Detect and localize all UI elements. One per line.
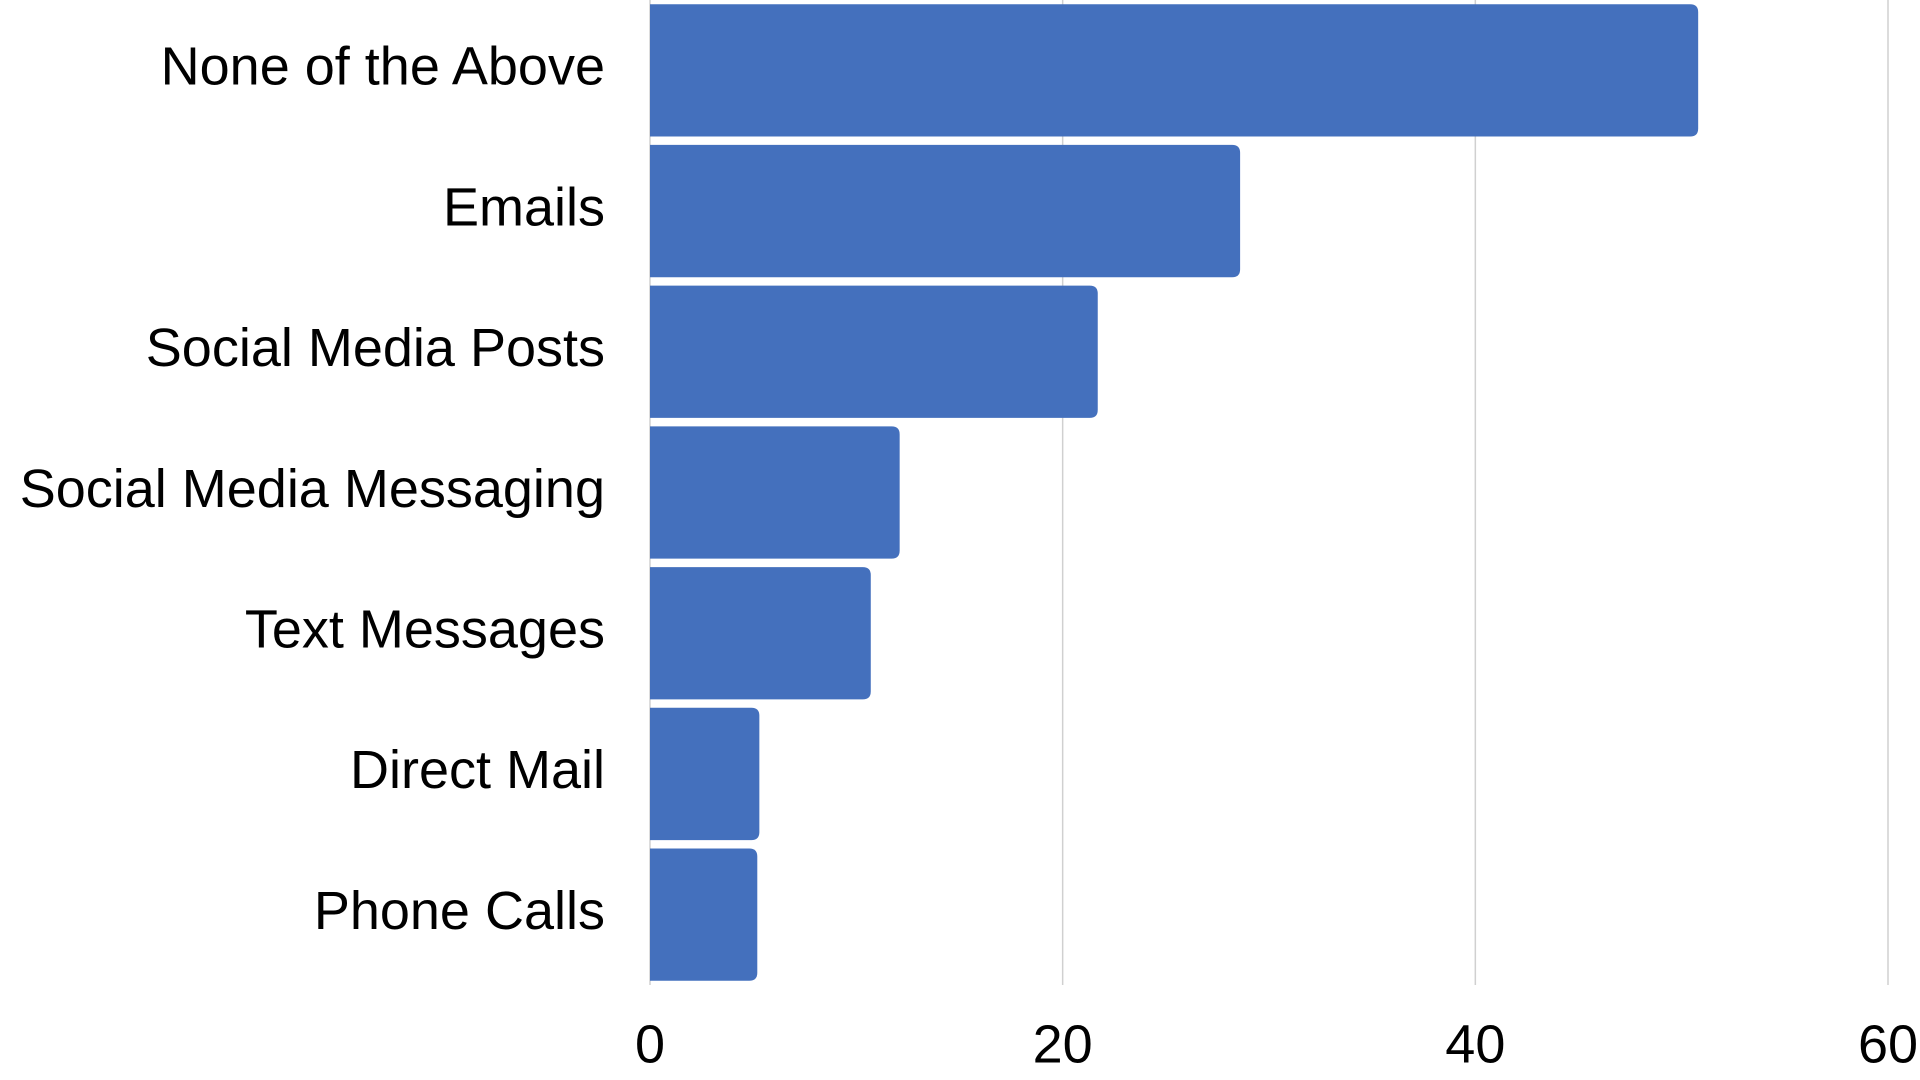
bar xyxy=(650,144,1241,278)
x-tick-label: 20 xyxy=(1033,1014,1093,1074)
y-tick-label: Phone Calls xyxy=(314,881,605,941)
bar xyxy=(650,567,871,700)
bar xyxy=(650,285,1098,418)
y-tick-label: Social Media Messaging xyxy=(20,459,605,519)
x-tick-label: 60 xyxy=(1858,1014,1918,1074)
y-tick-label: Text Messages xyxy=(245,599,605,659)
bar xyxy=(650,707,760,841)
y-tick-label: Direct Mail xyxy=(350,740,605,800)
y-tick-label: None of the Above xyxy=(161,37,605,97)
x-tick-label: 40 xyxy=(1445,1014,1505,1074)
bar xyxy=(650,426,900,559)
bar xyxy=(650,848,758,981)
y-tick-label: Social Media Posts xyxy=(146,318,605,378)
y-tick-label: Emails xyxy=(443,177,605,237)
x-tick-label: 0 xyxy=(635,1014,665,1074)
bar xyxy=(650,4,1699,137)
